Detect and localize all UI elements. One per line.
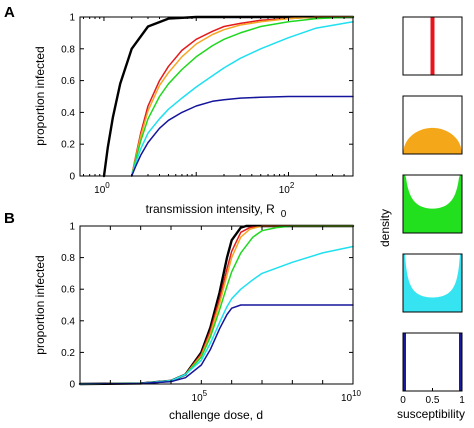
density-inset-5 [402,332,463,392]
density-inset-frame [402,332,463,392]
x-tick-label: 100 [94,181,110,196]
series-line-cyan [130,21,354,177]
series-line-orange [130,16,354,177]
chart-b-axes-box [79,225,354,385]
density-inset-frame [402,253,463,313]
y-tick-label: 0.6 [61,76,75,87]
y-tick-label: 0 [69,380,75,391]
chart-b: 00.20.40.60.81 105 1010 proportion infect… [33,222,362,423]
series-line-green [130,16,354,177]
chart-b-series [78,224,355,386]
y-tick-label: 0.2 [61,140,75,151]
density-insets [402,16,463,392]
density-x-tick-label: 0 [400,395,406,406]
series-line-blue [130,95,354,177]
y-tick-label: 0.8 [61,44,75,55]
density-inset-frame [402,16,463,76]
density-inset-3 [402,174,463,234]
density-insets-axis: 0 0.5 1 [400,388,465,406]
density-y-label: density [378,209,392,247]
x-tick-label: 102 [279,181,295,196]
x-tick-label-exp: 2 [290,181,295,190]
density-area [403,254,462,312]
density-x-label: susceptibility [397,407,465,421]
density-inset-frame [402,174,463,234]
y-tick-label: 0.2 [61,348,75,359]
density-area [403,175,462,233]
chart-a-x-label-wrap: transmission intensity, R 0 [146,202,287,220]
x-tick-label-exp: 5 [203,389,208,398]
chart-a-axes-box [79,16,354,177]
x-tick-label-base: 10 [279,185,291,196]
series-line-blue [79,304,354,385]
y-tick-label: 0.8 [61,253,75,264]
x-tick-label: 1010 [341,389,362,404]
chart-a-x-label-sub: 0 [281,209,287,220]
density-x-tick-label: 1 [459,395,465,406]
chart-a-x-label: transmission intensity, R [146,202,275,216]
chart-a-series [102,15,355,178]
panel-label-a: A [4,4,15,21]
x-tick-label-base: 10 [94,185,106,196]
density-area [403,127,462,154]
chart-a-x-ticks: 100 102 [82,17,354,196]
density-inset-4 [402,253,463,313]
x-tick-label-exp: 0 [105,181,110,190]
chart-a: 00.20.40.60.81 100 102 proportion infecte… [33,13,355,220]
density-inset-frame [402,95,463,155]
panel-label-b: B [4,210,15,227]
y-tick-label: 1 [69,222,75,233]
y-tick-label: 0.4 [61,316,75,327]
chart-b-y-label: proportion infected [33,255,47,354]
x-tick-label-base: 10 [192,393,204,404]
chart-b-y-ticks: 0 0.2 0.4 0.6 0.8 1 [61,222,353,391]
y-tick-label: 1 [69,13,75,24]
y-tick-label: 0 [69,172,75,183]
chart-a-y-label: proportion infected [33,46,47,145]
y-tick-label: 0.6 [61,285,75,296]
chart-a-y-ticks: 0 0.2 0.4 0.6 0.8 1 [61,13,353,183]
chart-b-x-label: challenge dose, d [169,408,263,422]
density-inset-2 [402,95,463,155]
density-x-tick-label: 0.5 [426,395,440,406]
density-inset-1 [402,16,463,76]
series-line-cyan [79,245,354,385]
x-tick-label: 105 [192,389,208,404]
x-tick-label-base: 10 [341,393,353,404]
chart-b-x-ticks: 105 1010 [79,226,362,404]
y-tick-label: 0.4 [61,108,75,119]
x-tick-label-exp: 10 [352,389,361,398]
